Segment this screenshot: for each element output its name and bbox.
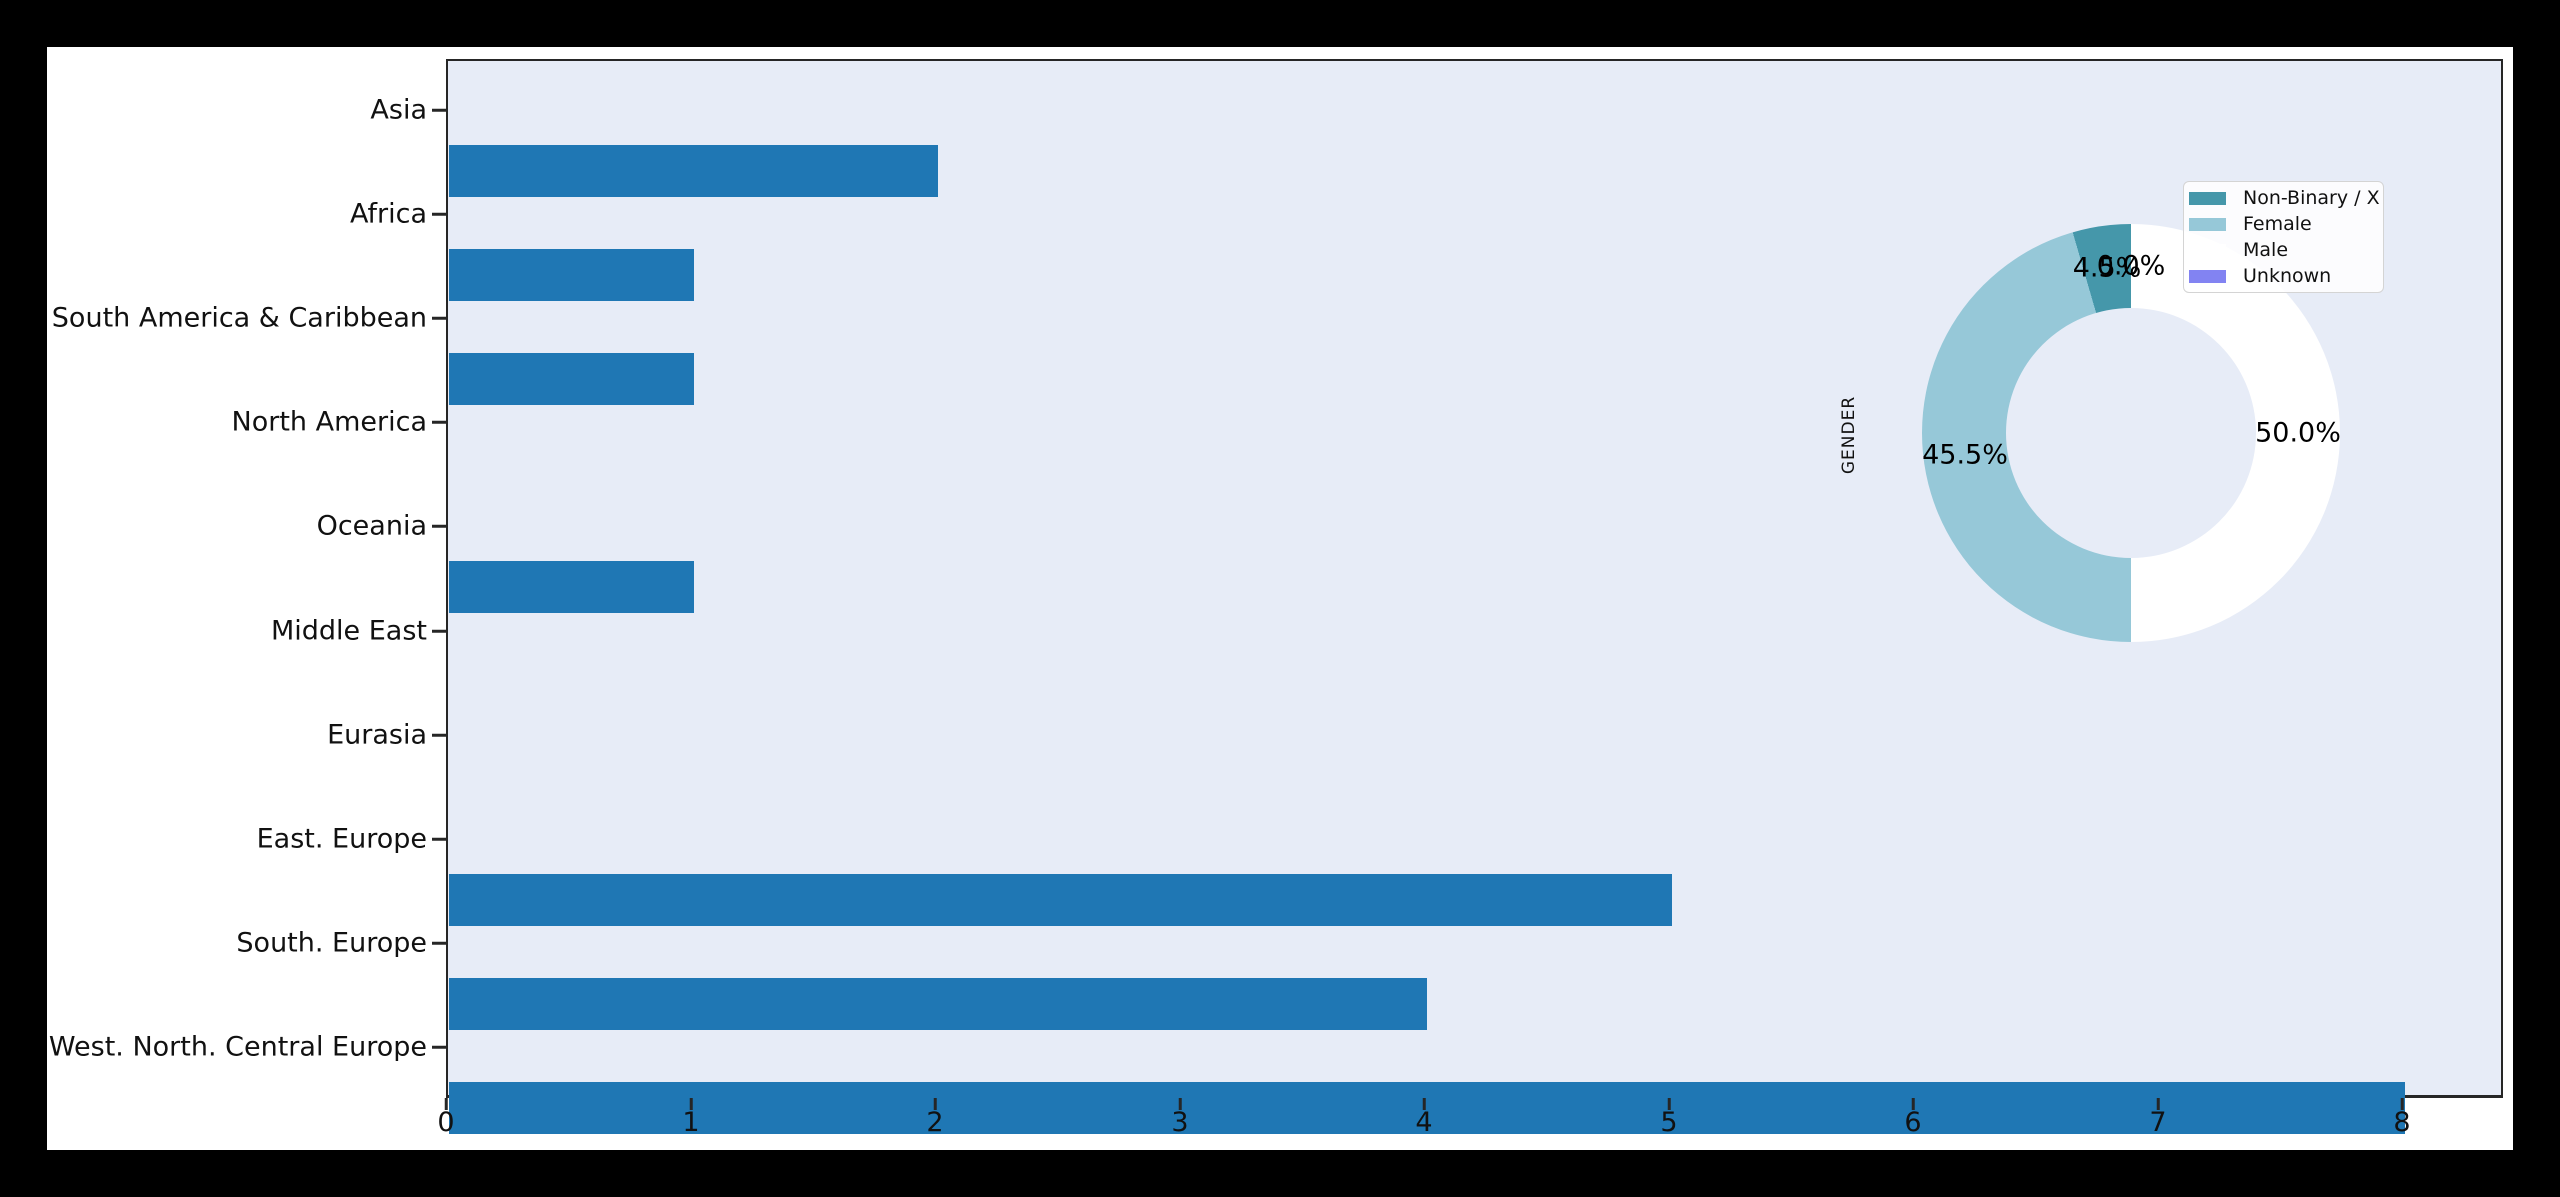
y-tick-mark: [432, 733, 446, 737]
bar-south-europe: [449, 978, 1427, 1030]
y-tick-mark: [432, 420, 446, 424]
legend-label: Female: [2243, 213, 2312, 235]
figure-background: Asia Africa South America & Caribbean No…: [47, 47, 2513, 1150]
bar-west-north-central-europe: [449, 1082, 2405, 1134]
y-tick-mark: [432, 524, 446, 528]
y-tick-mark: [432, 629, 446, 633]
xtick-label-3: 3: [1171, 1107, 1189, 1138]
y-tick-mark: [432, 108, 446, 112]
ytick-label-north-america: North America: [231, 406, 427, 438]
ytick-label-east-europe: East. Europe: [256, 823, 427, 855]
bar-east-europe: [449, 874, 1672, 926]
ytick-label-asia: Asia: [370, 94, 427, 126]
xtick-label-7: 7: [2149, 1107, 2167, 1138]
gender-legend: Non-Binary / X Female Male Unknown: [2183, 181, 2384, 293]
legend-label: Male: [2243, 239, 2289, 261]
bar-oceania: [449, 561, 694, 613]
legend-label: Unknown: [2243, 265, 2332, 287]
gender-axis-label: GENDER: [1839, 395, 1859, 475]
legend-label: Non-Binary / X: [2243, 187, 2380, 209]
x-tick-mark: [933, 1098, 937, 1110]
pct-label-female: 45.5%: [1922, 439, 2008, 471]
y-tick-mark: [432, 837, 446, 841]
y-tick-mark: [432, 212, 446, 216]
ytick-label-south-america-caribbean: South America & Caribbean: [51, 302, 427, 334]
x-tick-mark: [1422, 1098, 1426, 1110]
x-tick-mark: [2400, 1098, 2404, 1110]
ytick-label-eurasia: Eurasia: [327, 719, 427, 751]
ytick-label-africa: Africa: [349, 198, 427, 230]
x-tick-mark: [2156, 1098, 2160, 1110]
x-tick-mark: [1667, 1098, 1671, 1110]
legend-swatch-unknown: [2189, 269, 2226, 283]
ytick-label-south-europe: South. Europe: [236, 927, 427, 959]
legend-swatch-nonbinary: [2189, 191, 2226, 205]
xtick-label-8: 8: [2393, 1107, 2411, 1138]
ytick-label-west-north-central-europe: West. North. Central Europe: [48, 1031, 427, 1063]
x-tick-mark: [444, 1098, 448, 1110]
xtick-label-0: 0: [437, 1107, 455, 1138]
bar-asia: [449, 145, 938, 197]
legend-item-female: Female: [2189, 211, 2378, 237]
pct-label-nonbinary: 4.5%: [2072, 252, 2142, 284]
legend-item-unknown: Unknown: [2189, 263, 2378, 289]
x-tick-mark: [689, 1098, 693, 1110]
x-tick-mark: [1911, 1098, 1915, 1110]
xtick-label-1: 1: [682, 1107, 700, 1138]
x-tick-mark: [1178, 1098, 1182, 1110]
y-tick-mark: [432, 316, 446, 320]
bar-africa: [449, 249, 694, 301]
donut-hole: [2006, 308, 2256, 558]
ytick-label-oceania: Oceania: [316, 510, 427, 542]
y-tick-mark: [432, 941, 446, 945]
legend-item-nonbinary: Non-Binary / X: [2189, 185, 2380, 211]
legend-swatch-male: [2189, 243, 2226, 257]
pct-label-male: 50.0%: [2255, 417, 2341, 449]
legend-item-male: Male: [2189, 237, 2378, 263]
bar-south-america-caribbean: [449, 353, 694, 405]
y-tick-mark: [432, 1045, 446, 1049]
xtick-label-4: 4: [1415, 1107, 1433, 1138]
xtick-label-5: 5: [1660, 1107, 1678, 1138]
legend-swatch-female: [2189, 217, 2226, 231]
xtick-label-6: 6: [1904, 1107, 1922, 1138]
ytick-label-middle-east: Middle East: [270, 615, 427, 647]
pct-label-unknown: 0.0%: [2096, 250, 2166, 282]
xtick-label-2: 2: [926, 1107, 944, 1138]
